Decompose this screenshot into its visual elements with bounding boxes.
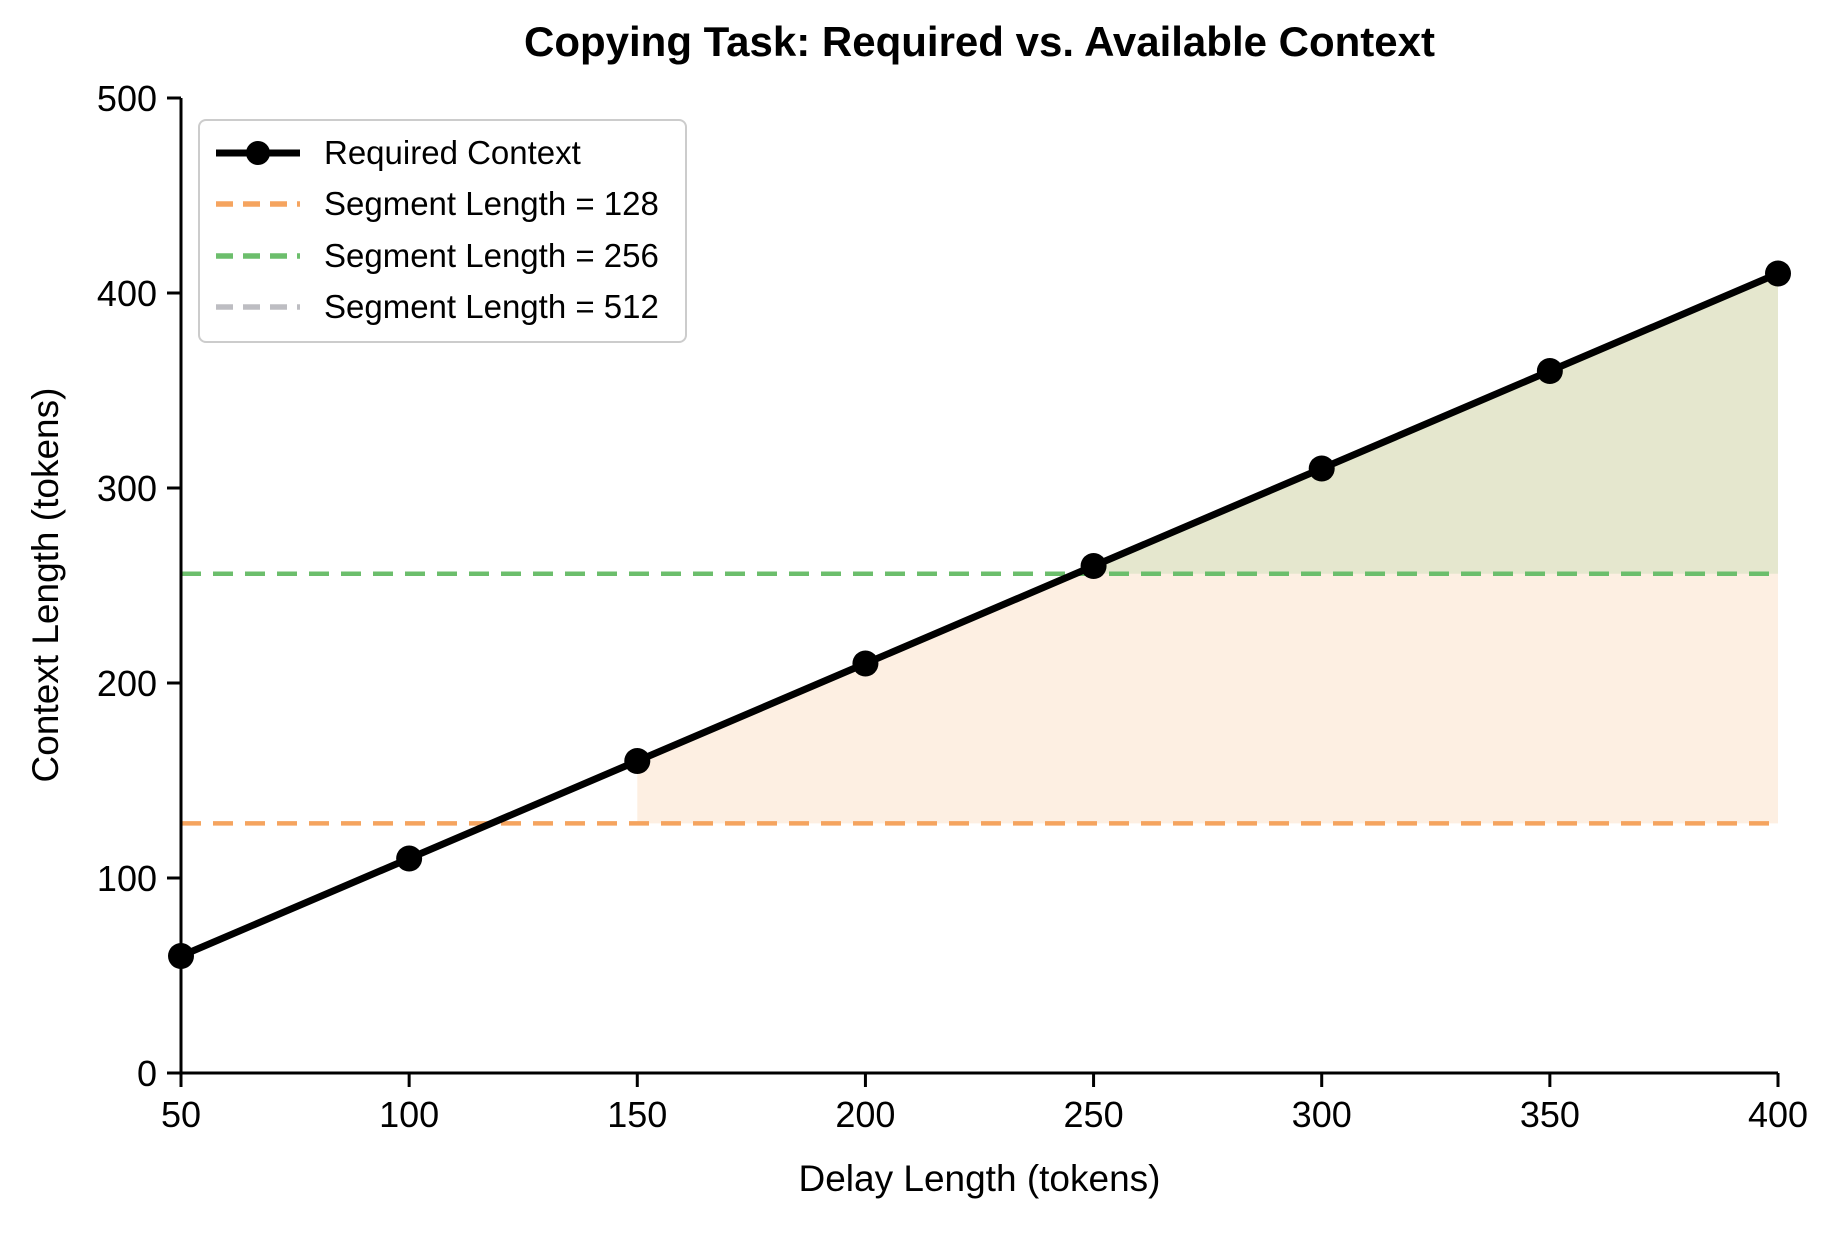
- x-tick-label: 300: [1292, 1094, 1352, 1135]
- data-point-marker: [1308, 455, 1335, 482]
- x-tick-label: 350: [1520, 1094, 1580, 1135]
- x-axis-label: Delay Length (tokens): [798, 1158, 1161, 1199]
- y-tick-label: 400: [97, 273, 157, 314]
- legend-item-label: Segment Length = 128: [324, 185, 659, 223]
- legend-dash-sample: [216, 304, 300, 310]
- legend-item: Segment Length = 128: [214, 185, 659, 223]
- data-point-marker: [396, 845, 423, 872]
- legend-item: Segment Length = 256: [214, 236, 659, 274]
- data-point-marker: [624, 748, 651, 774]
- axes: [167, 96, 1780, 1087]
- y-tick-label: 100: [97, 858, 157, 899]
- y-tick-label: 500: [97, 78, 157, 119]
- data-point-marker: [1536, 358, 1563, 384]
- y-tick-label: 0: [137, 1053, 157, 1094]
- x-tick-label: 400: [1748, 1094, 1808, 1135]
- legend-item-label: Segment Length = 256: [324, 236, 659, 274]
- legend-dash-sample: [216, 252, 300, 259]
- legend-marker: [246, 141, 270, 166]
- data-point-marker: [1765, 260, 1791, 287]
- legend-dash-sample: [216, 201, 300, 208]
- chart-title: Copying Task: Required vs. Available Con…: [524, 18, 1435, 65]
- required-context-line: [179, 270, 1780, 960]
- legend-item: Required Context: [214, 134, 659, 171]
- x-tick-label: 200: [835, 1094, 895, 1135]
- x-tick-label: 250: [1064, 1094, 1124, 1135]
- data-point-marker: [1080, 553, 1107, 579]
- legend-item-label: Required Context: [324, 134, 581, 171]
- overflow-fill-128: [637, 273, 1779, 824]
- legend: Required Context Segment Length = 128 Segm…: [198, 119, 687, 344]
- legend-item-label: Segment Length = 512: [324, 287, 659, 325]
- x-tick-label: 150: [607, 1094, 667, 1135]
- y-tick-label: 300: [97, 468, 157, 509]
- data-point-marker: [852, 650, 879, 677]
- legend-item: Segment Length = 512: [214, 287, 659, 325]
- y-tick-label: 200: [97, 663, 157, 704]
- legend-line-marker-sample: [216, 141, 300, 166]
- x-tick-label: 100: [379, 1094, 439, 1135]
- y-axis-label: Context Length (tokens): [25, 387, 66, 783]
- x-tick-label: 50: [161, 1094, 201, 1135]
